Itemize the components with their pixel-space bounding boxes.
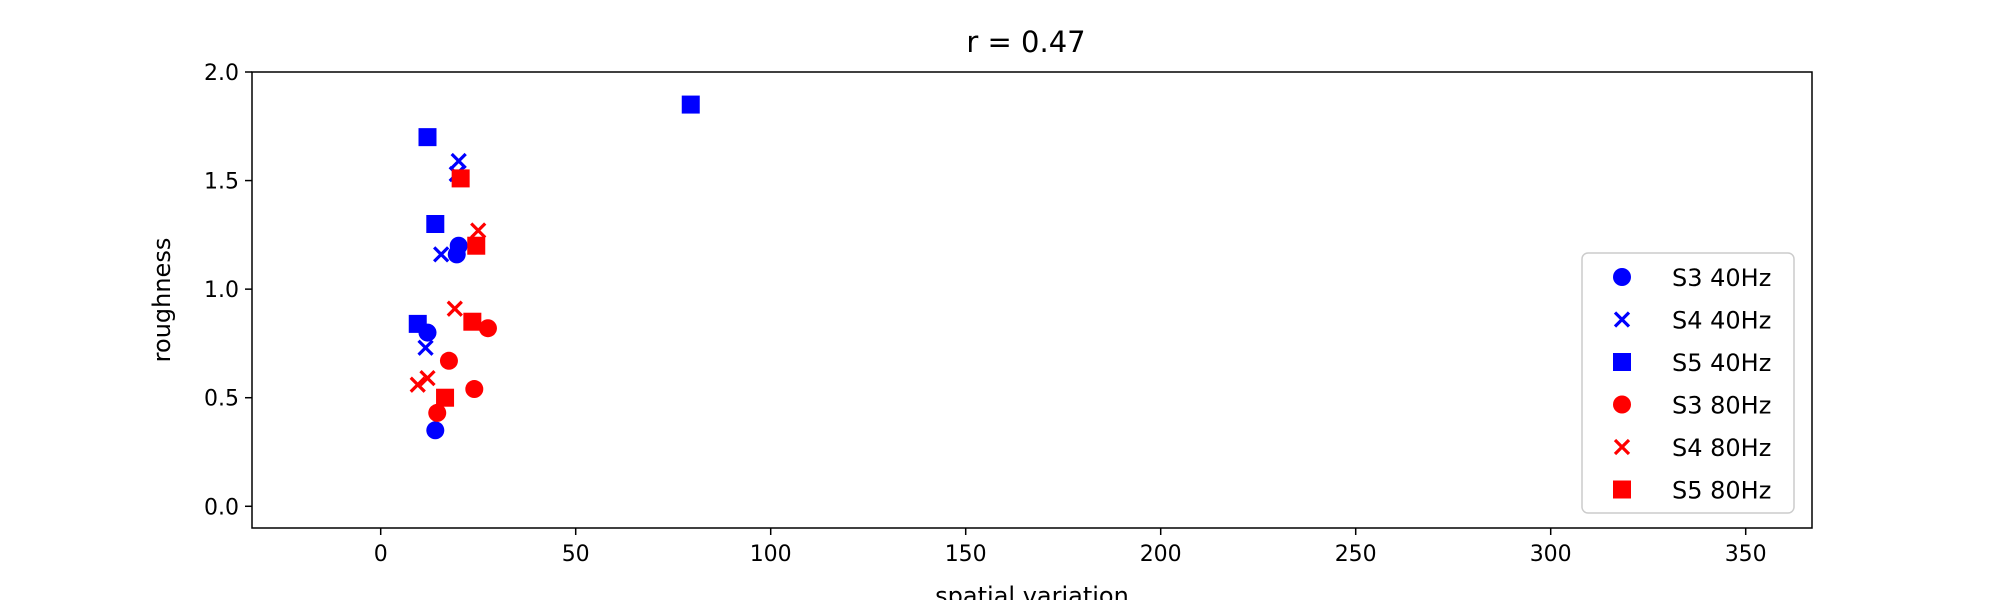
y-tick-label: 0.5 bbox=[204, 387, 239, 412]
data-point-series-5-point-2 bbox=[463, 312, 482, 331]
legend-marker-4 bbox=[1613, 438, 1631, 456]
data-point-series-3-point-1 bbox=[439, 351, 458, 370]
legend-marker-3 bbox=[1613, 395, 1631, 414]
data-point-series-5-point-1 bbox=[451, 169, 470, 188]
data-point-series-3-point-3 bbox=[478, 319, 497, 338]
x-tick-label: 0 bbox=[374, 542, 388, 567]
x-tick-label: 100 bbox=[750, 542, 792, 567]
legend-label-4: S4 80Hz bbox=[1672, 434, 1771, 462]
legend-label-2: S5 40Hz bbox=[1672, 349, 1771, 377]
legend-frame bbox=[1581, 252, 1795, 514]
data-point-series-4-point-1 bbox=[419, 370, 436, 387]
x-tick-label: 250 bbox=[1335, 542, 1377, 567]
legend-label-1: S4 40Hz bbox=[1672, 307, 1771, 335]
x-tick-label: 50 bbox=[562, 542, 590, 567]
data-point-series-1-point-2 bbox=[450, 152, 467, 170]
legend: S3 40Hz S4 40Hz S5 40Hz S3 80Hz S4 80Hz S5 80… bbox=[1581, 252, 1795, 514]
data-point-series-2-point-3 bbox=[681, 95, 700, 114]
data-point-series-4-point-2 bbox=[446, 300, 463, 317]
legend-marker-0 bbox=[1613, 268, 1631, 286]
y-tick-label: 0.0 bbox=[204, 495, 239, 520]
x-tick-label: 300 bbox=[1530, 542, 1572, 567]
data-point-series-1-point-1 bbox=[433, 246, 450, 263]
data-point-series-3-point-2 bbox=[465, 380, 484, 399]
x-tick-label: 200 bbox=[1140, 542, 1182, 567]
data-point-series-2-point-2 bbox=[426, 215, 445, 233]
data-point-series-0-point-1 bbox=[426, 421, 445, 440]
data-point-series-3-point-0 bbox=[428, 403, 447, 422]
y-tick-label: 1.0 bbox=[204, 278, 239, 303]
data-point-series-0-point-3 bbox=[447, 245, 466, 264]
x-tick-label: 150 bbox=[945, 542, 987, 567]
legend-label-3: S3 80Hz bbox=[1672, 392, 1771, 420]
data-point-series-5-point-0 bbox=[436, 388, 455, 407]
x-axis-title: spatial variation bbox=[935, 582, 1129, 600]
data-point-series-5-point-3 bbox=[467, 236, 486, 255]
chart-title: r = 0.47 bbox=[966, 25, 1085, 59]
data-point-series-1-point-0 bbox=[417, 339, 434, 356]
legend-marker-2 bbox=[1613, 353, 1631, 371]
x-axis: 0 50 100 150 200 250 300 350 bbox=[374, 528, 1767, 567]
legend-marker-1 bbox=[1613, 311, 1631, 328]
y-tick-label: 2.0 bbox=[204, 61, 239, 86]
data-point-series-2-point-0 bbox=[408, 314, 427, 333]
data-point-series-2-point-1 bbox=[418, 128, 437, 147]
y-tick-label: 1.5 bbox=[204, 170, 239, 195]
legend-label-5: S5 80Hz bbox=[1672, 477, 1771, 505]
data-point-series-4-point-0 bbox=[409, 376, 426, 393]
y-axis: 0.0 0.5 1.0 1.5 2.0 bbox=[204, 61, 252, 520]
data-points bbox=[408, 95, 700, 440]
data-point-series-4-point-3 bbox=[470, 222, 487, 239]
legend-marker-5 bbox=[1613, 480, 1631, 499]
y-axis-title: roughness bbox=[148, 238, 176, 363]
x-tick-label: 350 bbox=[1725, 542, 1767, 567]
plot-area-frame bbox=[251, 71, 1813, 529]
legend-label-0: S3 40Hz bbox=[1672, 264, 1771, 292]
